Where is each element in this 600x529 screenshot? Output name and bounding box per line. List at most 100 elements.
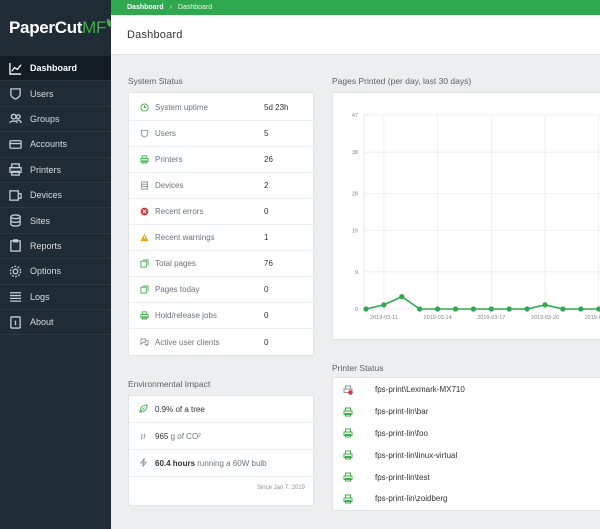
sidebar-item-dashboard[interactable]: Dashboard [0, 56, 111, 82]
steam-icon [139, 431, 149, 441]
x-tick-label: 2019-03-11 [370, 315, 398, 321]
stat-row-pages-today[interactable]: Pages today 0 [129, 277, 313, 303]
stat-row-uptime[interactable]: System uptime 5d 23h [129, 95, 313, 121]
printer-status-title: Printer Status [332, 363, 384, 373]
sidebar-item-sites[interactable]: Sites [0, 208, 111, 234]
y-tick-label: 38 [352, 150, 358, 156]
y-tick-label: 0 [355, 307, 358, 313]
printer-icon [343, 494, 353, 504]
environmental-impact-panel: 0.9% of a tree 965 g of CO 2 60.4 hours r… [128, 395, 314, 506]
stat-row-active-clients[interactable]: Active user clients 0 [129, 329, 313, 355]
sidebar-item-label: Sites [30, 215, 51, 226]
sidebar-item-logs[interactable]: Logs [0, 285, 111, 310]
data-point [470, 306, 476, 312]
sidebar-item-label: Users [30, 88, 54, 99]
printer-icon [343, 450, 353, 460]
gear-icon [8, 264, 22, 278]
leaf-icon [107, 19, 111, 27]
stat-row-users[interactable]: Users 5 [129, 121, 313, 147]
x-tick-label: 2019-03-23 [585, 315, 600, 321]
printer-row[interactable]: fps-print-lin\foo [333, 423, 600, 445]
clock-icon [139, 103, 149, 113]
bolt-icon [139, 458, 149, 468]
breadcrumb-root[interactable]: Dashboard [127, 4, 164, 11]
sidebar-item-options[interactable]: Options [0, 259, 111, 285]
brand-suffix: MF [82, 18, 107, 37]
data-point [542, 302, 548, 308]
brand-name: PaperCut [9, 18, 83, 37]
client-icon [139, 337, 149, 347]
data-point [524, 306, 530, 312]
env-row-bulb: 60.4 hours running a 60W bulb [129, 450, 313, 477]
env-row-co2: 965 g of CO 2 [129, 423, 313, 450]
stat-row-total-pages[interactable]: Total pages 76 [129, 251, 313, 277]
data-point [578, 306, 584, 312]
leaf-icon [139, 404, 149, 414]
sidebar-item-printers[interactable]: Printers [0, 158, 111, 183]
series-line [365, 295, 599, 310]
page-header: Dashboard [111, 15, 600, 55]
hold-release-icon [139, 311, 149, 321]
group-icon [8, 112, 22, 126]
reports-icon [8, 239, 22, 253]
data-point [506, 306, 512, 312]
warning-icon [139, 233, 149, 243]
printer-row[interactable]: fps-print-lin\bar [333, 401, 600, 423]
pages-icon [139, 259, 149, 269]
stat-row-printers[interactable]: Printers 26 [129, 147, 313, 173]
env-since: Since Jan 7, 2019 [256, 485, 305, 491]
data-point [399, 294, 405, 300]
stat-row-errors[interactable]: Recent errors 0 [129, 199, 313, 225]
sidebar-item-label: Options [30, 266, 62, 277]
env-row-tree: 0.9% of a tree [129, 396, 313, 423]
x-tick-label: 2019-03-17 [477, 315, 505, 321]
device-icon [139, 181, 149, 191]
data-point [488, 306, 494, 312]
data-point [452, 306, 459, 312]
error-icon [139, 207, 149, 217]
printer-icon [343, 407, 353, 417]
printer-row[interactable]: fps-print-lin\test [333, 466, 600, 488]
printer-row[interactable]: fps-print-lin\zoidberg [333, 488, 600, 510]
stat-row-warnings[interactable]: Recent warnings 1 [129, 225, 313, 251]
user-icon [139, 129, 149, 139]
data-point [435, 306, 441, 312]
sidebar-item-users[interactable]: Users [0, 81, 111, 107]
y-tick-label: 9 [355, 270, 358, 276]
environmental-impact-title: Environmental Impact [128, 379, 211, 389]
printer-icon [343, 428, 353, 438]
sidebar-item-reports[interactable]: Reports [0, 234, 111, 260]
sidebar-item-groups[interactable]: Groups [0, 107, 111, 133]
stat-row-devices[interactable]: Devices 2 [129, 173, 313, 199]
sidebar-item-label: Devices [30, 190, 63, 201]
printer-error-icon [343, 385, 353, 395]
brand-logo[interactable]: PaperCut MF [0, 0, 111, 56]
data-point [596, 306, 600, 312]
printer-icon [343, 472, 353, 482]
system-status-title: System Status [128, 76, 183, 86]
printer-row[interactable]: fps-print-lin\linux-virtual [333, 444, 600, 466]
sidebar-item-label: Accounts [30, 139, 68, 150]
sidebar-item-label: Printers [30, 164, 62, 175]
data-point [381, 302, 387, 308]
data-point [417, 306, 423, 312]
sidebar-item-label: Groups [30, 113, 60, 124]
sidebar-item-accounts[interactable]: Accounts [0, 132, 111, 158]
account-icon [8, 137, 22, 151]
y-tick-label: 28 [352, 191, 358, 197]
pages-printed-chart: 0 9 19 28 38 47 2019-03-11 2019-03-14 2019-03-17… [352, 113, 600, 321]
printer-row[interactable]: fps-print\Lexmark-MX710 [333, 379, 600, 401]
sidebar-item-about[interactable]: About [0, 310, 111, 336]
logs-icon [8, 290, 22, 304]
sidebar-item-label: Logs [30, 291, 50, 302]
sidebar-nav: Dashboard Users Groups Accounts Printers… [0, 56, 111, 336]
stat-row-hold-release[interactable]: Hold/release jobs 0 [129, 303, 313, 329]
sidebar-item-label: Reports [30, 240, 62, 251]
sidebar-item-devices[interactable]: Devices [0, 183, 111, 209]
x-tick-label: 2019-03-14 [424, 315, 452, 321]
pages-today-icon [139, 285, 149, 295]
x-tick-label: 2019-03-20 [531, 315, 559, 321]
printer-status-panel: fps-print\Lexmark-MX710 fps-print-lin\ba… [332, 377, 600, 511]
breadcrumb-current: Dashboard [177, 4, 213, 11]
sidebar: PaperCut MF Dashboard Users Groups Accoun… [0, 0, 111, 529]
